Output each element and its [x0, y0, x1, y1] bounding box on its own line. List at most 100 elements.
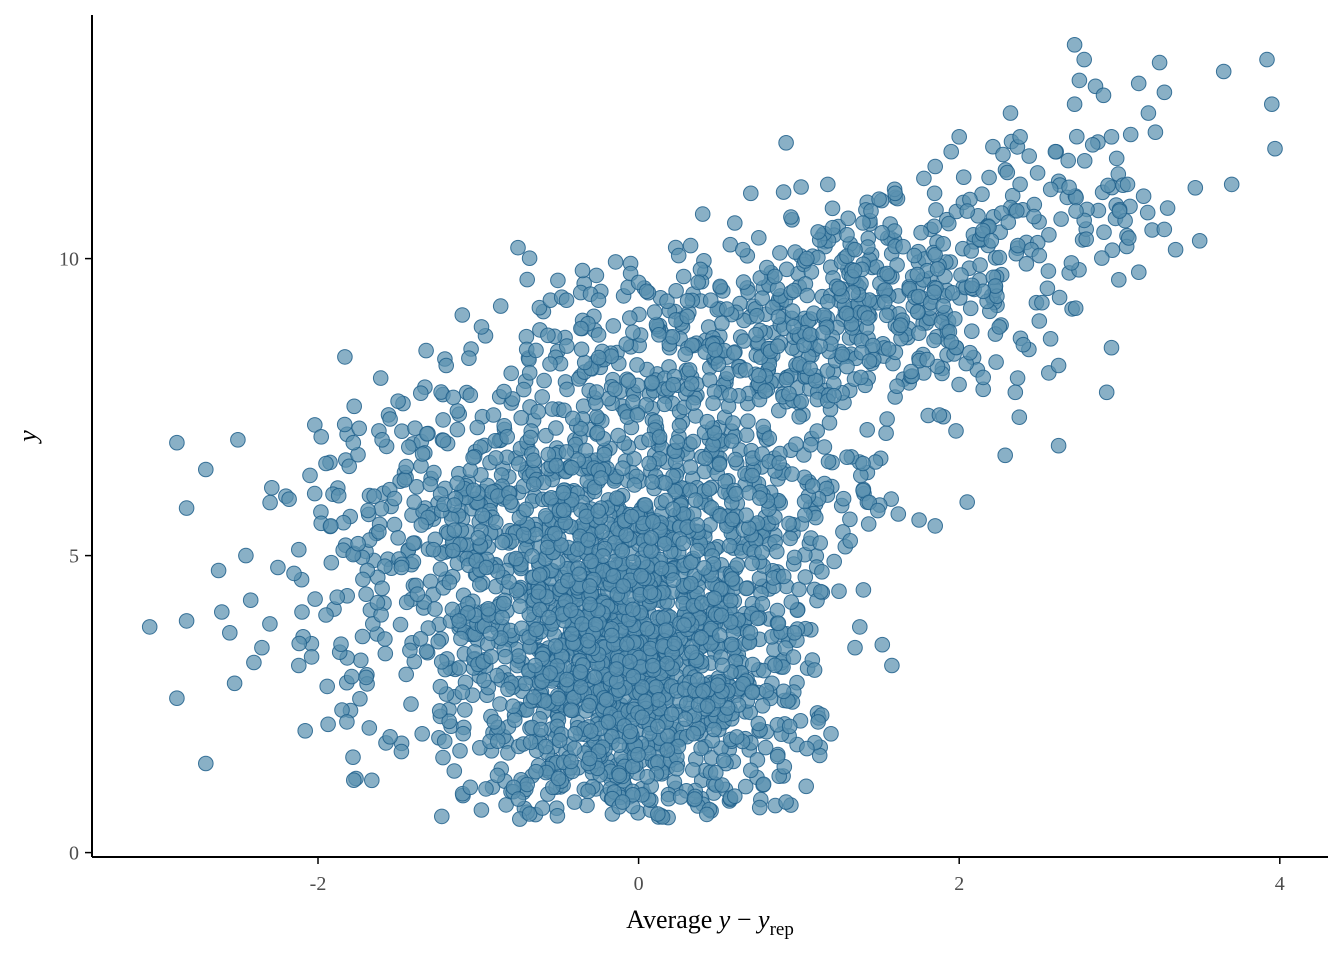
data-point — [455, 725, 472, 742]
data-point — [462, 387, 479, 404]
data-point — [681, 362, 698, 378]
data-point — [1267, 140, 1283, 157]
data-point — [659, 293, 675, 310]
data-point — [860, 310, 876, 326]
data-point — [693, 629, 710, 646]
data-point — [611, 767, 628, 784]
data-point — [686, 791, 703, 807]
data-point — [737, 778, 754, 795]
data-point — [1069, 128, 1085, 145]
data-point — [799, 250, 815, 267]
data-point — [727, 215, 743, 231]
data-point — [709, 677, 726, 694]
data-point — [364, 772, 380, 789]
data-point — [522, 429, 539, 446]
data-point — [645, 657, 661, 674]
data-point — [784, 466, 800, 482]
data-point — [525, 476, 542, 493]
data-point — [329, 589, 346, 606]
data-point — [852, 619, 868, 635]
data-point — [784, 303, 801, 319]
data-point — [685, 762, 701, 778]
data-point — [573, 420, 589, 437]
data-point — [609, 490, 625, 506]
data-point — [887, 185, 903, 202]
data-point — [1002, 105, 1019, 121]
data-point — [1009, 203, 1025, 219]
data-point — [743, 185, 759, 202]
data-point — [748, 326, 764, 343]
data-point — [565, 410, 581, 427]
data-point — [435, 412, 451, 428]
data-point — [169, 690, 185, 707]
data-point — [246, 654, 262, 671]
data-point — [642, 584, 659, 601]
data-point — [1076, 51, 1092, 68]
data-point — [861, 353, 878, 370]
data-point — [238, 547, 254, 564]
data-point — [485, 407, 502, 423]
data-point — [820, 176, 836, 193]
data-point — [242, 592, 259, 609]
data-point — [723, 636, 740, 653]
data-point — [1264, 96, 1280, 112]
data-point — [995, 146, 1011, 163]
data-point — [951, 129, 968, 145]
data-point — [141, 619, 158, 635]
data-point — [593, 470, 609, 486]
data-point — [1191, 233, 1208, 249]
data-point — [1050, 357, 1067, 374]
data-point — [550, 770, 567, 787]
data-point — [781, 385, 797, 402]
data-point — [988, 354, 1004, 370]
data-point — [604, 627, 620, 644]
data-point — [496, 383, 512, 400]
data-point — [689, 542, 706, 559]
data-point — [534, 800, 551, 816]
data-point — [524, 548, 540, 564]
data-point — [492, 298, 509, 314]
data-point — [1104, 242, 1121, 258]
data-point — [683, 554, 699, 571]
data-point — [449, 421, 466, 438]
data-point — [461, 350, 477, 367]
data-point — [812, 338, 828, 354]
data-point — [770, 338, 786, 355]
data-point — [406, 494, 423, 510]
data-point — [644, 474, 660, 490]
data-point — [412, 631, 429, 647]
data-point — [452, 743, 468, 759]
data-point — [724, 511, 741, 528]
data-point — [413, 385, 429, 402]
data-point — [339, 714, 355, 730]
data-point — [445, 389, 462, 406]
data-point — [926, 284, 943, 301]
data-point — [778, 261, 795, 278]
data-point — [744, 684, 761, 701]
data-point — [625, 554, 642, 570]
data-point — [783, 209, 799, 225]
data-point — [999, 164, 1016, 181]
data-point — [419, 426, 435, 442]
data-point — [778, 135, 794, 151]
data-point — [515, 381, 532, 398]
data-point — [1084, 137, 1101, 153]
data-point — [752, 490, 768, 506]
data-point — [581, 697, 597, 714]
data-point — [572, 664, 589, 680]
data-point — [214, 604, 230, 620]
data-point — [675, 535, 692, 552]
data-point — [847, 241, 863, 258]
data-point — [559, 338, 575, 354]
data-point — [878, 425, 894, 442]
data-point — [892, 317, 909, 334]
data-point — [659, 742, 676, 758]
data-point — [550, 690, 567, 707]
data-point — [580, 632, 596, 649]
data-point — [711, 627, 728, 644]
data-point — [839, 449, 855, 466]
data-point — [377, 645, 394, 662]
data-point — [1130, 75, 1147, 92]
data-point — [358, 586, 374, 603]
data-point — [658, 622, 674, 639]
